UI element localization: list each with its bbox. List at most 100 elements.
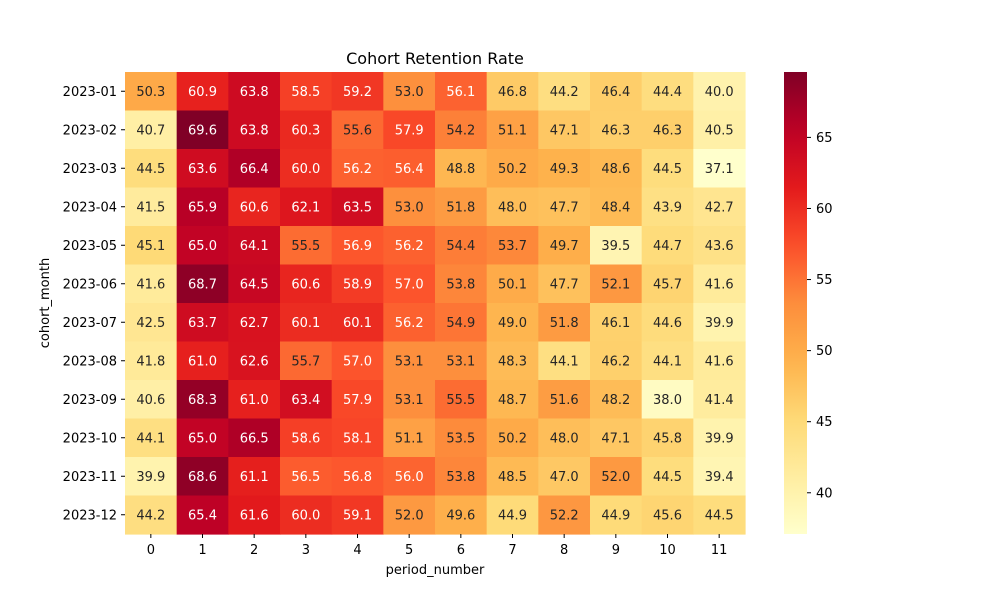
heatmap-cell: [383, 495, 436, 535]
cell-value-label: 46.3: [653, 123, 682, 138]
cell-value-label: 47.0: [550, 470, 579, 485]
cell-value-label: 46.2: [601, 354, 630, 369]
heatmap-cell: [176, 380, 229, 420]
cell-value-label: 56.2: [395, 239, 424, 254]
heatmap-cell: [590, 149, 643, 189]
x-tick-label: 1: [198, 543, 206, 558]
heatmap-cell: [435, 72, 488, 112]
cell-value-label: 44.1: [653, 354, 682, 369]
cell-value-label: 56.1: [446, 85, 475, 100]
heatmap-cell: [590, 264, 643, 304]
cell-value-label: 49.3: [550, 162, 579, 177]
cell-value-label: 60.0: [291, 162, 320, 177]
heatmap-cell: [331, 303, 384, 343]
heatmap-cell: [641, 72, 694, 112]
heatmap-cell: [228, 418, 281, 458]
heatmap-cell: [486, 495, 539, 535]
heatmap-cell: [228, 303, 281, 343]
x-tick-label: 7: [508, 543, 516, 558]
cell-value-label: 39.4: [705, 470, 734, 485]
heatmap-cell: [331, 495, 384, 535]
cell-value-label: 63.8: [240, 123, 269, 138]
heatmap-cell: [693, 226, 746, 266]
heatmap-cell: [538, 264, 591, 304]
cell-value-label: 46.3: [601, 123, 630, 138]
heatmap-cell: [280, 495, 333, 535]
colorbar-tick-label: 40: [816, 486, 833, 501]
heatmap-cell: [280, 72, 333, 112]
x-tick-label: 0: [147, 543, 155, 558]
y-tick-label: 2023-01: [63, 85, 117, 100]
heatmap-cell: [228, 457, 281, 497]
cell-value-label: 65.9: [188, 200, 217, 215]
cell-value-label: 40.7: [136, 123, 165, 138]
cell-value-label: 59.1: [343, 508, 372, 523]
heatmap-cell: [435, 303, 488, 343]
cell-value-label: 50.1: [498, 277, 527, 292]
cell-value-label: 51.1: [498, 123, 527, 138]
cell-value-label: 56.8: [343, 470, 372, 485]
cell-value-label: 60.1: [291, 316, 320, 331]
heatmap-cell: [641, 341, 694, 381]
cell-value-label: 48.3: [498, 354, 527, 369]
cell-value-label: 44.2: [136, 508, 165, 523]
x-tick-label: 4: [353, 543, 361, 558]
heatmap-cell: [331, 380, 384, 420]
cell-value-label: 56.9: [343, 239, 372, 254]
heatmap-cell: [125, 72, 178, 112]
heatmap-cell: [641, 418, 694, 458]
cell-value-label: 61.1: [240, 470, 269, 485]
heatmap-cell: [590, 418, 643, 458]
cell-value-label: 41.5: [136, 200, 165, 215]
heatmap-cell: [228, 226, 281, 266]
cell-value-label: 44.5: [705, 508, 734, 523]
cell-value-label: 49.6: [446, 508, 475, 523]
cell-value-label: 42.5: [136, 316, 165, 331]
cell-value-label: 58.9: [343, 277, 372, 292]
cell-value-label: 44.2: [550, 85, 579, 100]
heatmap-cell: [280, 418, 333, 458]
heatmap-cell: [435, 226, 488, 266]
heatmap-cell: [331, 110, 384, 150]
heatmap-cell: [331, 457, 384, 497]
cell-value-label: 48.5: [498, 470, 527, 485]
heatmap-cell: [486, 264, 539, 304]
heatmap-cell: [176, 418, 229, 458]
heatmap-cell: [590, 380, 643, 420]
cell-value-label: 63.6: [188, 162, 217, 177]
cell-value-label: 44.4: [653, 85, 682, 100]
heatmap-cell: [590, 110, 643, 150]
cell-value-label: 68.6: [188, 470, 217, 485]
cell-value-label: 52.1: [601, 277, 630, 292]
heatmap-cell: [435, 418, 488, 458]
heatmap-cell: [693, 187, 746, 227]
cell-value-label: 55.5: [446, 393, 475, 408]
heatmap-cell: [435, 495, 488, 535]
y-tick-label: 2023-08: [63, 354, 117, 369]
cell-value-label: 49.0: [498, 316, 527, 331]
cell-value-label: 47.1: [601, 431, 630, 446]
heatmap-cell: [331, 418, 384, 458]
cell-value-label: 57.9: [343, 393, 372, 408]
cell-value-label: 53.5: [446, 431, 475, 446]
cell-value-label: 48.8: [446, 162, 475, 177]
y-tick-label: 2023-02: [63, 123, 117, 138]
cell-value-label: 48.7: [498, 393, 527, 408]
cell-value-label: 48.6: [601, 162, 630, 177]
cell-value-label: 64.5: [240, 277, 269, 292]
cell-value-label: 44.9: [601, 508, 630, 523]
cell-value-label: 63.5: [343, 200, 372, 215]
cell-value-label: 60.6: [291, 277, 320, 292]
x-tick-label: 3: [302, 543, 310, 558]
cell-value-label: 59.2: [343, 85, 372, 100]
cell-value-label: 56.0: [395, 470, 424, 485]
cell-value-label: 48.0: [550, 431, 579, 446]
heatmap-cell: [125, 110, 178, 150]
cell-value-label: 37.1: [705, 162, 734, 177]
heatmap-cell: [176, 226, 229, 266]
cell-value-label: 47.1: [550, 123, 579, 138]
heatmap-cell: [435, 187, 488, 227]
cell-value-label: 52.2: [550, 508, 579, 523]
cell-value-label: 55.7: [291, 354, 320, 369]
cell-value-label: 65.0: [188, 431, 217, 446]
